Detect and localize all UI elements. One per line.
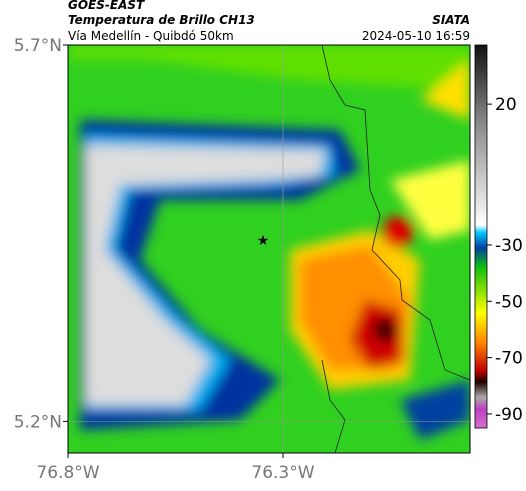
axes: 76.8°W 76.3°W 5.2°N 5.7°N 20 -30 -50 -70 -90 <box>14 36 523 483</box>
timestamp: 2024-05-10 16:59 <box>362 29 470 43</box>
colorbar <box>474 44 488 429</box>
y-tick-label: 5.7°N <box>14 36 62 56</box>
location-marker: ★ <box>257 233 270 249</box>
colorbar-tick-label: -70 <box>495 349 523 369</box>
source: SIATA <box>432 13 470 27</box>
region: Vía Medellín - Quibdó 50km <box>68 29 234 43</box>
x-tick-label: 76.8°W <box>36 463 99 483</box>
subtitle: Temperatura de Brillo CH13 <box>68 13 255 27</box>
colorbar-tick-label: 20 <box>495 95 517 115</box>
colorbar-tick-label: -50 <box>495 292 523 312</box>
map-frame <box>67 44 471 454</box>
colorbar-tick-label: -90 <box>495 405 523 425</box>
y-tick-label: 5.2°N <box>14 412 62 432</box>
x-tick-label: 76.3°W <box>251 463 314 483</box>
title: GOES-EAST <box>68 0 145 12</box>
satellite-image: ★ <box>68 45 470 453</box>
colorbar-tick-label: -30 <box>495 236 523 256</box>
